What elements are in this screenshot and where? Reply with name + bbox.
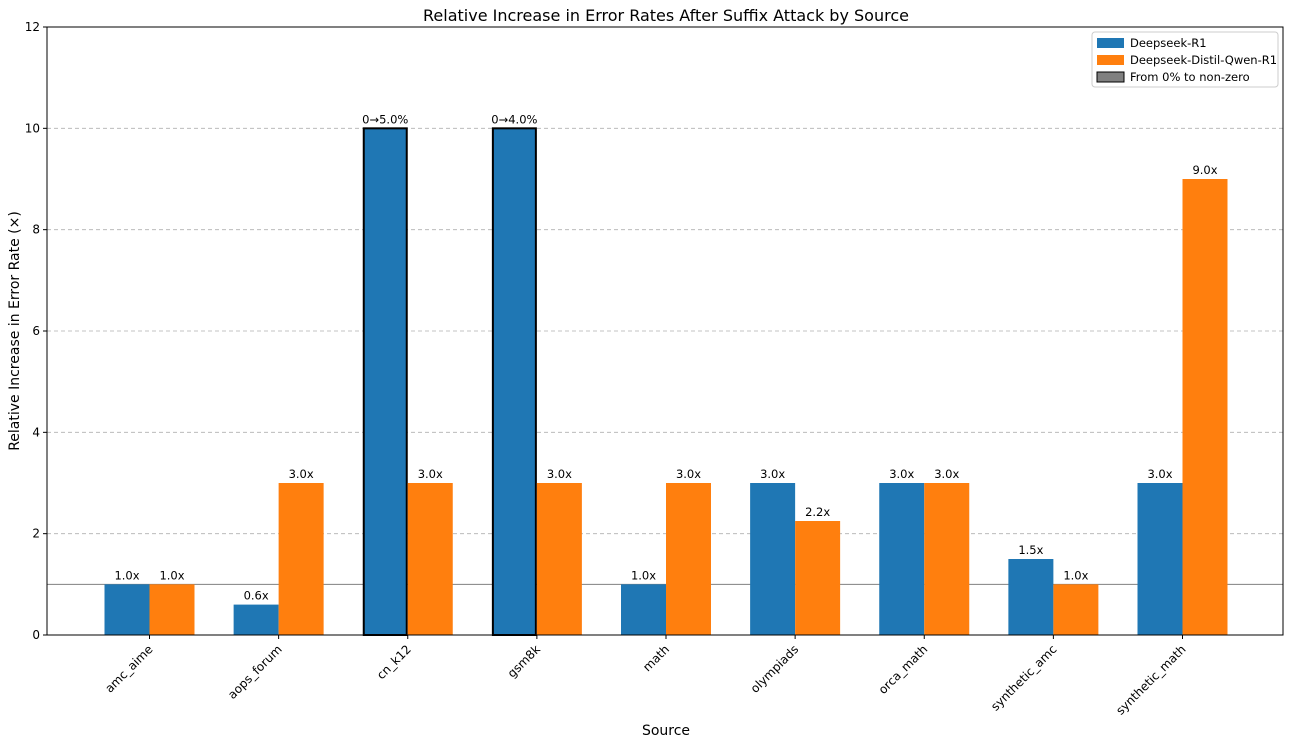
bar-deepseek-distil-qwen-r1-amc-aime — [149, 584, 195, 635]
data-label: 0→4.0% — [491, 112, 537, 126]
bar-deepseek-r1-olympiads — [750, 483, 796, 635]
bar-deepseek-r1-synthetic-math — [1137, 483, 1183, 635]
x-tick-label: amc_aime — [102, 642, 155, 695]
data-label: 3.0x — [934, 467, 959, 481]
x-tick-label: synthetic_amc — [988, 642, 1059, 713]
y-tick-label: 4 — [32, 425, 40, 439]
x-axis-label: Source — [642, 723, 690, 739]
y-tick-label: 12 — [25, 20, 40, 34]
bar-deepseek-r1-math — [621, 584, 666, 635]
data-label: 3.0x — [418, 467, 443, 481]
bar-deepseek-distil-qwen-r1-cn-k12 — [407, 483, 453, 635]
y-tick-label: 10 — [25, 121, 40, 135]
bar-deepseek-distil-qwen-r1-orca-math — [924, 483, 970, 635]
x-axis-ticks: amc_aime aops_forum cn_k12 gsm8k math olympia… — [102, 635, 1189, 718]
bar-deepseek-r1-cn-k12 — [362, 127, 408, 636]
data-label: 3.0x — [676, 467, 701, 481]
x-tick-label: gsm8k — [505, 642, 543, 680]
bar-deepseek-r1-gsm8k — [491, 127, 537, 636]
data-label: 3.0x — [889, 467, 914, 481]
legend-box — [1091, 31, 1279, 88]
y-axis-ticks: 0 2 4 6 8 10 12 — [25, 20, 47, 642]
data-label: 0.6x — [244, 589, 269, 603]
data-label: 1.5x — [1018, 543, 1043, 557]
data-labels: 1.0x 1.0x 0.6x 3.0x 0→5.0% 3.0x 0→4.0% 3.0x 1.0x… — [114, 112, 1217, 602]
y-tick-label: 6 — [32, 324, 40, 338]
chart-title: Relative Increase in Error Rates After S… — [423, 6, 909, 25]
legend-label: From 0% to non-zero — [1130, 70, 1250, 84]
data-label: 1.0x — [159, 568, 184, 582]
bar-deepseek-distil-qwen-r1-synthetic-math — [1182, 179, 1228, 635]
bar-deepseek-distil-qwen-r1-olympiads — [795, 521, 841, 635]
bar-deepseek-distil-qwen-r1-gsm8k — [536, 483, 582, 635]
bar-deepseek-r1-amc-aime — [104, 584, 150, 635]
bars — [104, 127, 1228, 636]
data-label: 3.0x — [289, 467, 314, 481]
bar-deepseek-distil-qwen-r1-aops-forum — [278, 483, 324, 635]
legend-label: Deepseek-Distil-Qwen-R1 — [1130, 53, 1277, 67]
x-tick-label: synthetic_math — [1113, 642, 1188, 717]
x-tick-label: olympiads — [748, 642, 801, 695]
data-label: 2.2x — [805, 505, 830, 519]
data-label: 3.0x — [547, 467, 572, 481]
data-label: 1.0x — [1063, 568, 1088, 582]
grid-lines — [47, 127, 1283, 535]
legend-swatch — [1096, 71, 1125, 83]
bar-deepseek-r1-orca-math — [879, 483, 925, 635]
bar-deepseek-distil-qwen-r1-math — [666, 483, 711, 635]
legend-swatch — [1097, 38, 1124, 48]
legend: Deepseek-R1 Deepseek-Distil-Qwen-R1 From 0… — [1091, 31, 1279, 88]
bar-deepseek-r1-synthetic-amc — [1008, 559, 1054, 635]
y-tick-label: 8 — [32, 223, 40, 237]
legend-label: Deepseek-R1 — [1130, 36, 1207, 50]
y-tick-label: 0 — [32, 628, 40, 642]
data-label: 3.0x — [760, 467, 785, 481]
x-tick-label: aops_forum — [225, 642, 285, 702]
bar-deepseek-r1-aops-forum — [233, 604, 279, 635]
data-label: 9.0x — [1192, 163, 1217, 177]
bar-deepseek-distil-qwen-r1-synthetic-amc — [1053, 584, 1099, 635]
x-tick-label: orca_math — [876, 642, 931, 697]
x-tick-label: math — [640, 642, 672, 674]
data-label: 3.0x — [1147, 467, 1172, 481]
legend-swatch — [1097, 55, 1124, 65]
data-label: 1.0x — [114, 568, 139, 582]
y-tick-label: 2 — [32, 527, 40, 541]
data-label: 0→5.0% — [362, 112, 408, 126]
y-axis-label: Relative Increase in Error Rate (×) — [7, 211, 23, 451]
data-label: 1.0x — [631, 568, 656, 582]
x-tick-label: cn_k12 — [374, 642, 414, 682]
